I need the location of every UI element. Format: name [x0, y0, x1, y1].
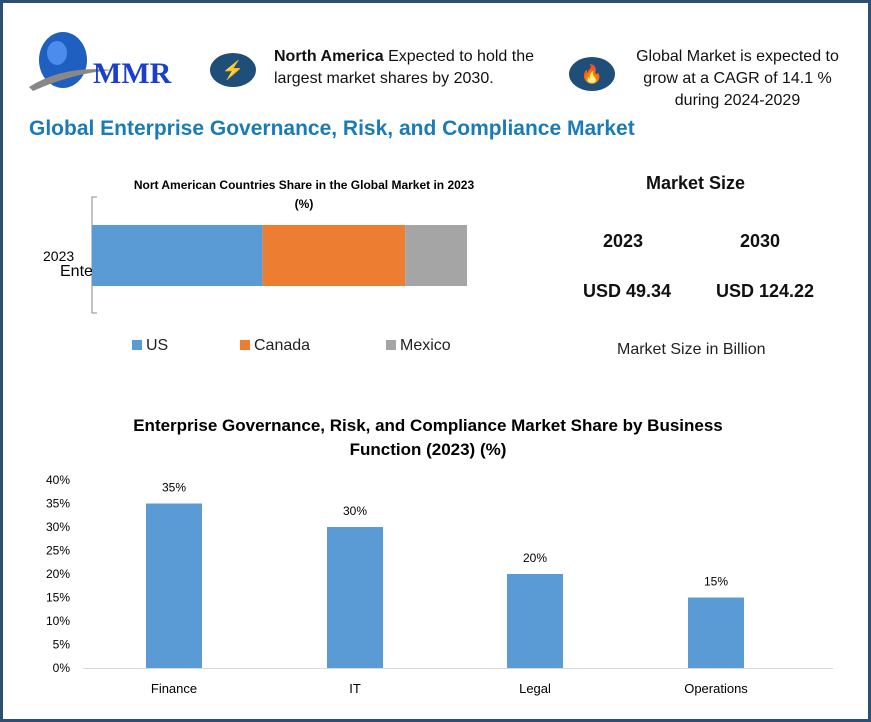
data-label-legal: 20% — [523, 551, 547, 565]
highlight-cagr: Global Market is expected to grow at a C… — [636, 48, 839, 109]
chart1-bar-canada — [262, 225, 406, 286]
legend-label-mexico: Mexico — [400, 337, 451, 354]
bar-operations — [688, 597, 744, 668]
logo-text: MMR — [93, 57, 172, 90]
chart1-title: Nort American Countries Share in the Glo… — [134, 178, 475, 192]
charts: Nort American Countries Share in the Glo… — [43, 178, 833, 696]
x-tick-label: Legal — [519, 681, 551, 696]
y-tick-label: 30% — [46, 520, 70, 534]
y-tick-label: 0% — [53, 661, 71, 675]
x-tick-label: Operations — [684, 681, 748, 696]
year-2023: 2023 — [603, 231, 644, 251]
chart2-title-line2: Function (2023) (%) — [350, 440, 507, 459]
x-tick-label: Finance — [151, 681, 197, 696]
value-2030: USD 124.22 — [716, 281, 815, 301]
data-label-it: 30% — [343, 504, 367, 518]
chart1-category-label: 2023 — [43, 248, 74, 264]
lightning-icon: ⚡ — [210, 53, 256, 87]
legend-swatch-canada — [240, 340, 250, 350]
y-tick-label: 35% — [46, 497, 70, 511]
bar-finance — [146, 503, 202, 668]
y-tick-label: 5% — [53, 638, 71, 652]
y-tick-label: 15% — [46, 591, 70, 605]
highlight-north-america: North America Expected to hold the large… — [274, 46, 564, 90]
legend-swatch-mexico — [386, 340, 396, 350]
y-tick-label: 20% — [46, 567, 70, 581]
bar-legal — [507, 574, 563, 668]
mmr-logo: MMR — [23, 25, 183, 95]
bar-it — [327, 527, 383, 668]
highlight-bold: North America — [274, 48, 384, 65]
year-2030: 2030 — [740, 231, 781, 251]
value-2023: USD 49.34 — [583, 281, 672, 301]
y-tick-label: 10% — [46, 614, 70, 628]
y-tick-label: 25% — [46, 544, 70, 558]
legend-label-canada: Canada — [254, 337, 310, 354]
data-label-operations: 15% — [704, 575, 728, 589]
chart1-bar-us — [92, 225, 263, 286]
legend-label-us: US — [146, 337, 168, 354]
chart1-bar-mexico — [405, 225, 467, 286]
chart1-title-unit: (%) — [295, 197, 314, 211]
x-tick-label: IT — [349, 681, 361, 696]
page-title: Global Enterprise Governance, Risk, and … — [29, 117, 635, 140]
chart2-title: Enterprise Governance, Risk, and Complia… — [133, 416, 723, 435]
y-tick-label: 40% — [46, 473, 70, 487]
market-size-unit: Market Size in Billion — [617, 341, 766, 358]
chart1-clipped-label: Ente — [60, 263, 93, 280]
legend-swatch-us — [132, 340, 142, 350]
market-size-heading: Market Size — [645, 173, 746, 193]
highlight-text: Expected to hold the largest market shar… — [274, 48, 534, 87]
data-label-finance: 35% — [162, 481, 186, 495]
flame-icon: 🔥 — [569, 57, 615, 91]
